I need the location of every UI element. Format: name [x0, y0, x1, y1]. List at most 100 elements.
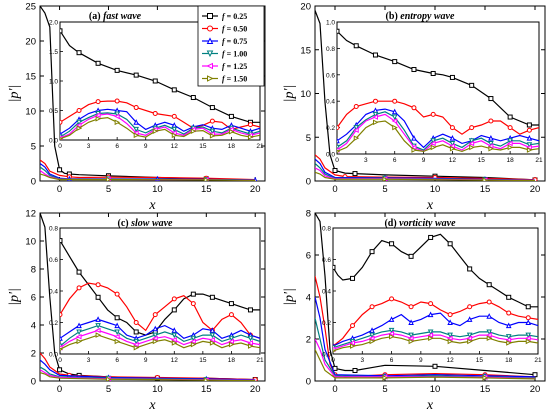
- panel-a-inset-point-f-1-00: [114, 111, 120, 118]
- panel-a-inset-ytick-label: 2.0: [49, 20, 58, 27]
- panel-d-point-f-0-25: [532, 372, 538, 378]
- panel-a-inset-point-f-1-50: [171, 132, 178, 139]
- panel-c-inset-point-f-0-50: [60, 312, 63, 318]
- panel-c-inset: 0 3 6 9 12 15 18 21 0.0 0.2 0.4 0.6 0.8: [49, 226, 264, 365]
- panel-a-inset-xtick-label: 18: [228, 143, 236, 150]
- legend-marker-f-0-25: [207, 13, 213, 19]
- panel-d-inset-point-f-1-50: [486, 335, 493, 342]
- panel-b-inset-point-f-0-50: [507, 125, 513, 131]
- panel-d-xtick-label: 5: [382, 384, 387, 395]
- panel-d-inset-point-f-1-50: [506, 340, 512, 346]
- panel-d-inset-point-f-0-25: [428, 234, 434, 240]
- panel-b-inset-point-f-1-25: [487, 143, 494, 149]
- legend-marker-f-0-50: [207, 25, 213, 32]
- panel-a-inset-point-f-0-25: [133, 72, 139, 78]
- panel-a-point-f-1-50: [203, 177, 210, 181]
- panel-a-point-f-0-25: [57, 167, 63, 173]
- panel-c-inset-point-f-0-75: [114, 322, 120, 329]
- panel-c-inset-point-f-1-50: [76, 338, 83, 345]
- panel-c-inset-point-f-1-00: [171, 332, 178, 339]
- panel-a-series-f-0-50: [40, 159, 256, 181]
- panel-d-inset-point-f-0-50: [408, 304, 414, 310]
- panel-b-inset-xtick-label: 0: [335, 157, 339, 164]
- panel-b-inset-point-f-0-75: [411, 135, 417, 141]
- panel-a-inset-xtick-label: 6: [115, 143, 119, 150]
- panel-b-xlabel: x: [426, 198, 434, 213]
- panel-d-inset-point-f-1-50: [447, 338, 454, 345]
- panel-b-inset-point-f-1-50: [526, 147, 533, 153]
- panel-b-title-text: entropy wave: [400, 11, 455, 22]
- panel-c-inset-point-f-0-25: [247, 307, 253, 313]
- legend-marker-f-1-25: [206, 62, 213, 70]
- panel-d-inset-point-f-1-00: [525, 332, 532, 339]
- panel-b-inset-point-f-0-50: [449, 125, 455, 131]
- panel-c-inset-point-f-0-75: [209, 327, 216, 333]
- panel-c-inset-point-f-1-50: [133, 344, 140, 351]
- panel-b-inset-point-f-0-25: [337, 28, 340, 34]
- panel-c-inset-series-group: [60, 238, 260, 351]
- legend-label-f-0-25: f = 0.25: [222, 12, 247, 21]
- panel-a-inset-point-f-1-50: [152, 128, 159, 134]
- panel-d-inset-series-f-0-50: [333, 298, 538, 347]
- panel-a-inset-series-f-1-50: [60, 116, 260, 140]
- panel-c-inset-point-f-1-50: [247, 343, 254, 349]
- panel-c-inset-xtick-label: 12: [171, 357, 179, 364]
- panel-d-inset-point-f-1-00: [466, 332, 473, 339]
- panel-c-inset-xtick-label: 9: [144, 357, 148, 364]
- panel-b-title: (b) entropy wave: [386, 11, 455, 22]
- panel-a-inset-series-f-1-25: [60, 113, 260, 139]
- panel-b-inset-point-f-0-75: [449, 135, 456, 141]
- panel-a-inset-point-f-0-25: [114, 67, 120, 73]
- panel-d-inset-series-f-1-50: [333, 336, 538, 352]
- panel-c-inset-xtick-label: 0: [58, 357, 62, 364]
- panel-d-inset-point-f-1-00: [408, 332, 414, 339]
- panel-b-inset-point-f-0-50: [469, 125, 475, 131]
- panel-c-inset-point-f-0-75: [95, 316, 101, 322]
- panel-d-inset-point-f-1-25: [407, 335, 414, 342]
- panel-a-inset-series-f-1-00: [60, 112, 260, 138]
- panel-d-inset-point-f-1-50: [408, 338, 415, 345]
- panel-a-xtick-label: 5: [106, 184, 111, 195]
- panel-b-inset-point-f-1-50: [353, 135, 360, 141]
- panel-d-inset-frame: [332, 227, 539, 355]
- panel-d-inset-point-f-0-50: [428, 301, 434, 307]
- panel-b-inset-point-f-0-25: [526, 122, 532, 128]
- panel-d-inset-xtick-label: 18: [505, 357, 513, 364]
- panel-b-inset-xtick-label: 15: [478, 157, 486, 164]
- panel-d-point-f-0-25: [432, 363, 438, 369]
- panel-c-ytick-label: 6: [31, 293, 36, 304]
- panel-c-inset-point-f-0-50: [133, 320, 139, 325]
- panel-d-inset-point-f-1-00: [427, 329, 434, 336]
- panel-d-inset-point-f-0-75: [427, 311, 434, 318]
- legend-label-f-1-25: f = 1.25: [222, 62, 247, 71]
- panel-a-ytick-label: 25: [25, 2, 36, 13]
- panel-a-inset-point-f-0-50: [76, 108, 82, 113]
- panel-b-inset-point-f-1-50: [411, 147, 418, 153]
- panel-a-inset-ytick-label: 1.5: [49, 49, 58, 56]
- panel-a-inset-point-f-0-25: [190, 95, 196, 101]
- panel-b-inset-point-f-1-00: [468, 138, 475, 144]
- panel-c-inset-point-f-0-25: [209, 294, 215, 300]
- panel-c-inset-xtick-label: 18: [228, 357, 236, 364]
- panel-b-inset-point-f-1-00: [526, 142, 533, 148]
- panel-c-inset-point-f-1-50: [209, 340, 216, 346]
- panel-b-inset-series-f-1-25: [337, 113, 539, 153]
- panel-a-inset-series-f-0-75: [60, 108, 260, 135]
- legend-label-f-0-75: f = 0.75: [222, 37, 247, 46]
- panel-b-inset-point-f-1-25: [391, 118, 398, 124]
- panel-c-inset-point-f-0-25: [114, 315, 120, 321]
- panel-a-inset-point-f-0-25: [209, 105, 215, 111]
- panel-c-inset-ytick-label: 0.2: [49, 320, 58, 327]
- panel-d-inset-ytick-label: 0.0: [322, 352, 331, 359]
- panel-b-point-f-1-50: [382, 176, 389, 181]
- panel-b-inset-point-f-1-25: [430, 140, 436, 147]
- panel-c-point-f-0-25: [57, 367, 63, 373]
- panel-d-inset-point-f-0-75: [388, 316, 395, 322]
- panel-a-inset-xtick-label: 15: [199, 143, 207, 150]
- panel-a-title: (a) fast wave: [89, 11, 142, 22]
- panel-d-inset-point-f-1-50: [389, 333, 395, 340]
- panel-a-inset-point-f-1-50: [114, 119, 121, 126]
- panel-b-inset-point-f-0-50: [372, 98, 378, 104]
